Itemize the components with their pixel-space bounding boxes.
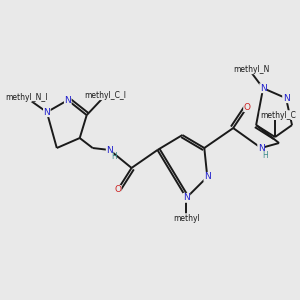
Text: methyl: methyl	[173, 214, 200, 223]
Text: N: N	[258, 143, 265, 152]
Text: N: N	[106, 146, 113, 154]
Text: N: N	[204, 172, 211, 182]
Text: O: O	[114, 185, 121, 194]
Text: N: N	[283, 94, 290, 103]
Text: methyl_N_l: methyl_N_l	[6, 93, 48, 102]
Text: H: H	[262, 151, 268, 160]
Text: N: N	[64, 96, 71, 105]
Text: N: N	[44, 108, 50, 117]
Text: N: N	[183, 193, 190, 202]
Text: methyl_C: methyl_C	[260, 111, 296, 120]
Text: O: O	[244, 103, 251, 112]
Text: methyl_C_l: methyl_C_l	[85, 91, 127, 100]
Text: H: H	[111, 152, 117, 161]
Text: N: N	[260, 84, 266, 93]
Text: methyl_N: methyl_N	[233, 65, 269, 74]
